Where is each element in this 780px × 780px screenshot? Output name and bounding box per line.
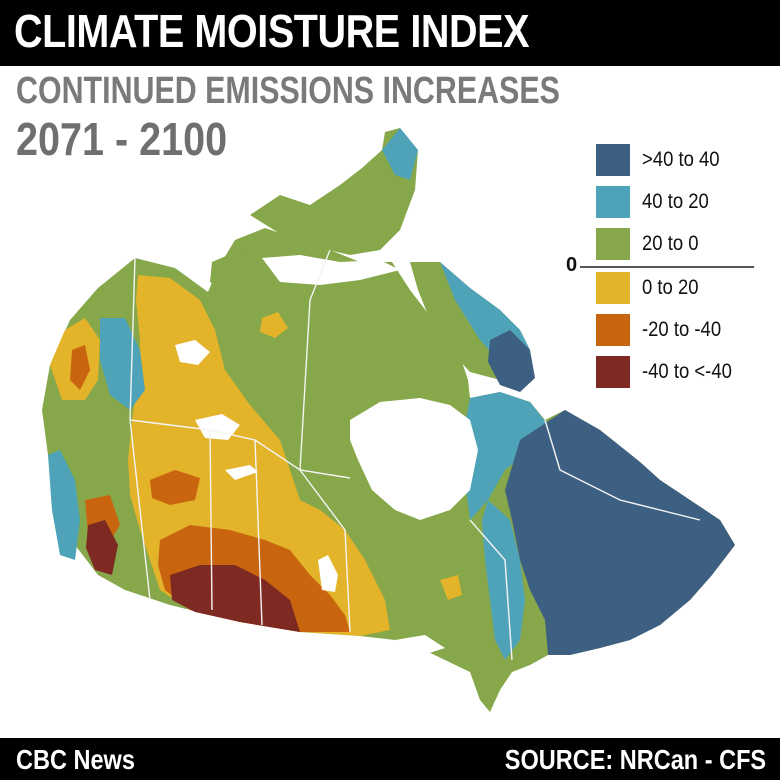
region-darkred-bc xyxy=(86,520,118,575)
map-title: CLIMATE MOISTURE INDEX xyxy=(14,5,530,57)
legend-zero-divider xyxy=(580,266,754,268)
time-period: 2071 - 2100 xyxy=(16,113,228,165)
northern-island xyxy=(210,250,262,292)
region-yellow-north xyxy=(260,312,288,338)
legend-label: >40 to 40 xyxy=(642,148,720,171)
region-teal-bc xyxy=(100,318,145,410)
footer-bar: CBC News SOURCE: NRCan - CFS xyxy=(0,738,780,780)
legend-swatch xyxy=(596,228,630,260)
legend-zero-label: 0 xyxy=(566,254,578,276)
legend-label: -20 to -40 xyxy=(642,318,722,341)
legend-label: 20 to 0 xyxy=(642,232,699,255)
publisher-credit: CBC News xyxy=(16,744,135,775)
legend-label: 0 to 20 xyxy=(642,276,699,299)
region-darkblue-baffin xyxy=(488,330,535,392)
region-teal-hudson xyxy=(462,392,548,520)
region-darkred-prairies xyxy=(170,565,300,632)
legend-label: -40 to <-40 xyxy=(642,360,732,383)
arctic-islands xyxy=(250,128,418,255)
source-credit: SOURCE: NRCan - CFS xyxy=(504,744,766,775)
region-teal-arctic xyxy=(382,128,418,180)
provincial-borders xyxy=(129,249,701,661)
legend-swatch xyxy=(596,314,630,346)
region-orange-alberta xyxy=(150,470,200,505)
region-yellow-ontario xyxy=(440,575,462,600)
arctic-channel xyxy=(262,255,400,285)
region-orange-bc xyxy=(70,345,90,390)
legend-label: 40 to 20 xyxy=(642,190,709,213)
region-teal-quebec xyxy=(482,500,525,660)
map-subtitle: CONTINUED EMISSIONS INCREASES xyxy=(16,70,560,112)
lake-winnipeg xyxy=(318,555,338,592)
legend-swatch xyxy=(596,144,630,176)
lake-superior xyxy=(395,635,445,656)
hudson-bay xyxy=(350,398,478,520)
legend-swatch xyxy=(596,272,630,304)
lake-athabasca xyxy=(225,465,258,480)
title-bar: CLIMATE MOISTURE INDEX xyxy=(0,0,780,66)
legend-swatch xyxy=(596,186,630,218)
great-bear-lake xyxy=(175,340,210,365)
legend-swatch xyxy=(596,356,630,388)
region-teal-coast xyxy=(48,450,80,560)
